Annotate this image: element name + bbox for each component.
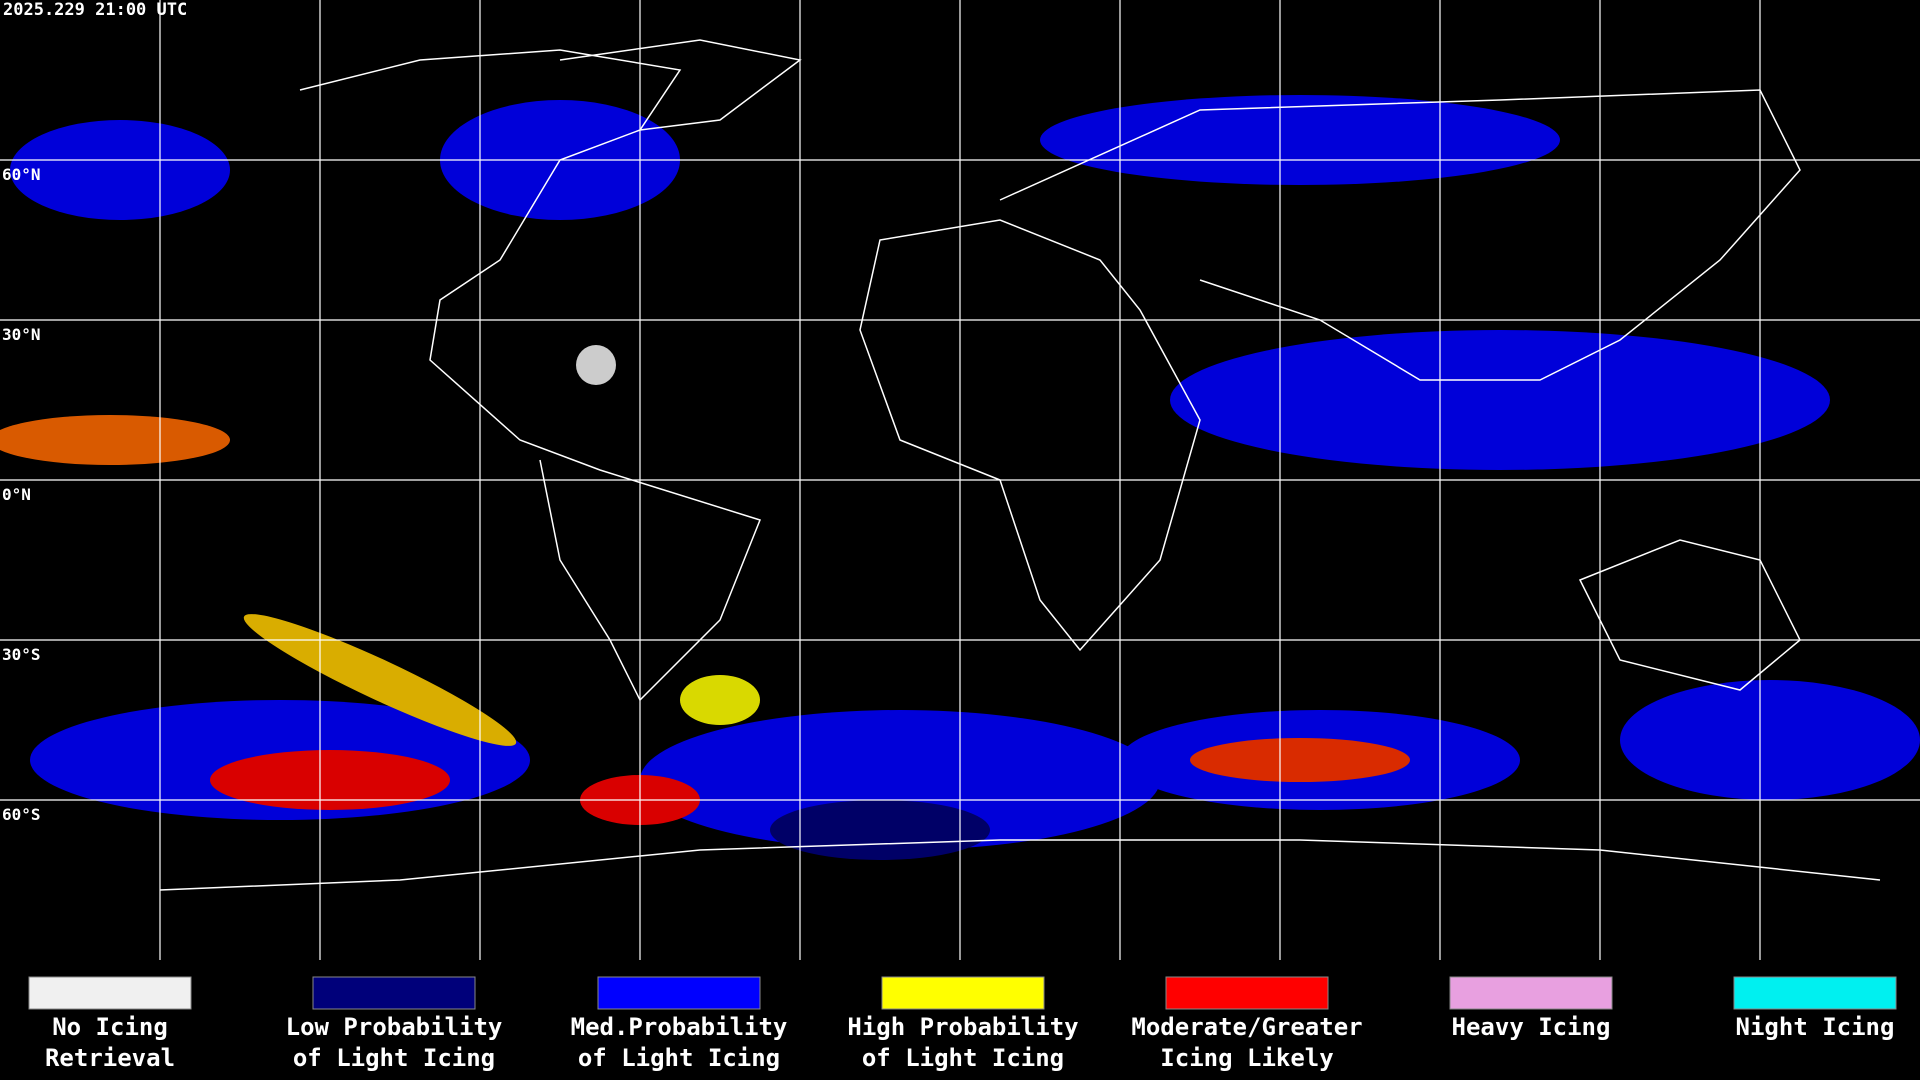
latitude-label: 60°N [2,165,41,184]
legend-label: Retrieval [45,1044,175,1072]
timestamp: 2025.229 21:00 UTC [3,0,187,20]
legend-swatch [28,976,192,1010]
icing-blobs [0,95,1920,860]
eurasia-outline [999,89,1801,381]
latitude-label: 0°N [2,485,31,504]
legend-label: of Light Icing [862,1044,1064,1072]
legend-label: Night Icing [1736,1013,1895,1041]
blob [1190,738,1410,782]
blob [680,675,760,725]
graticule: 60°N 30°N 0°N 30°S 60°S [0,0,1920,960]
blob [210,750,450,810]
blob [1620,680,1920,800]
blob [10,120,230,220]
blob [770,800,990,860]
legend-label: Moderate/Greater [1131,1013,1362,1041]
legend-label: No Icing [52,1013,168,1041]
legend-label: Low Probability [286,1013,503,1041]
legend: No Icing Retrieval Low Probability of Light… [28,976,1897,1072]
hurricane [576,345,616,385]
legend-swatch [1449,976,1613,1010]
legend-label: Heavy Icing [1452,1013,1611,1041]
legend-label: Med.Probability [571,1013,788,1041]
legend-label: of Light Icing [293,1044,495,1072]
latitude-label: 30°N [2,325,41,344]
blob [1040,95,1560,185]
latitude-label: 60°S [2,805,41,824]
blob [640,710,1160,850]
latitude-label: 30°S [2,645,41,664]
legend-label: Icing Likely [1160,1044,1333,1072]
legend-swatch [1733,976,1897,1010]
blob [1170,330,1830,470]
legend-swatch [597,976,761,1010]
legend-swatch [312,976,476,1010]
legend-swatch [1165,976,1329,1010]
blob [243,614,517,746]
legend-label: High Probability [847,1013,1078,1041]
legend-label: of Light Icing [578,1044,780,1072]
blob [0,415,230,465]
legend-swatch [881,976,1045,1010]
